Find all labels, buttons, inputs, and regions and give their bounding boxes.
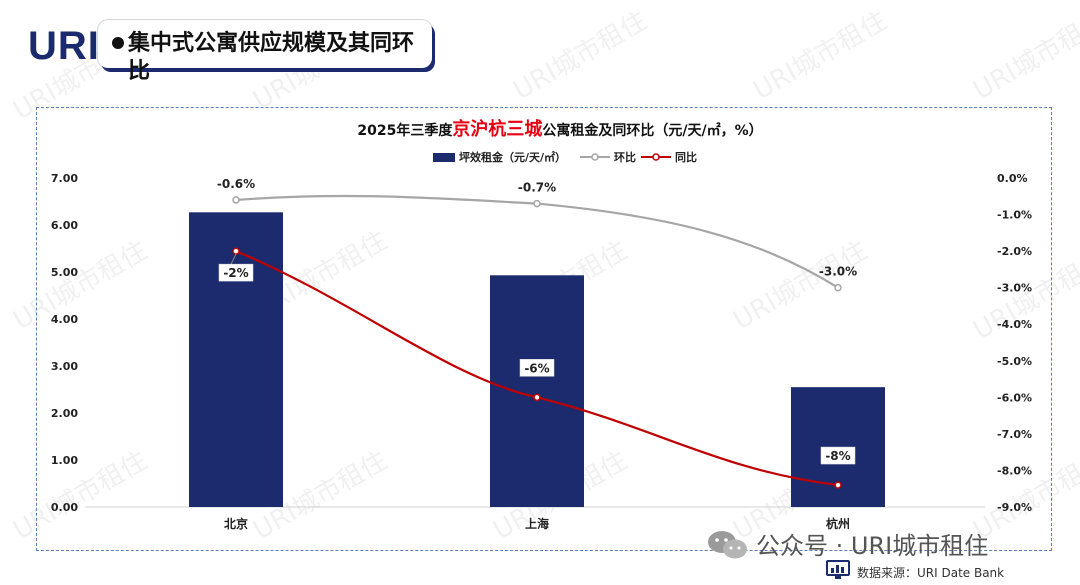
tongbi-label-box — [820, 446, 856, 465]
y-right-tick-label: -2.0% — [997, 245, 1032, 258]
bar — [490, 275, 584, 507]
huanbi-data-label: -0.6% — [217, 177, 255, 191]
chart-title: 2025年三季度京沪杭三城公寓租金及同环比（元/天/㎡，%） — [357, 118, 762, 140]
section-title: 集中式公寓供应规模及其同环比 — [128, 31, 415, 84]
wechat-icon — [708, 531, 747, 559]
y-right-tick-label: -3.0% — [997, 282, 1032, 295]
chart-title-part-1: 2025年三季度 — [357, 122, 453, 139]
y-left-tick-label: 4.00 — [51, 313, 78, 326]
y-right-tick-label: -6.0% — [997, 391, 1032, 404]
tongbi-point — [533, 393, 541, 402]
bullet-dot-icon — [112, 37, 124, 49]
y-right-tick-label: 0.0% — [997, 172, 1028, 185]
y-right-tick-label: -1.0% — [997, 209, 1032, 222]
huanbi-point — [232, 196, 240, 204]
chart-legend: 坪效租金（元/天/㎡） 环比 同比 — [433, 150, 697, 164]
section-title-banner: 集中式公寓供应规模及其同环比 — [98, 20, 432, 84]
y-right-tick-label: -5.0% — [997, 355, 1032, 368]
chart-title-part-3: 公寓租金及同环比（元/天/㎡，%） — [542, 122, 762, 139]
x-tick-label: 上海 — [525, 516, 549, 531]
y-left-tick-label: 1.00 — [51, 454, 78, 467]
bar — [189, 212, 283, 507]
legend-bar-label: 坪效租金（元/天/㎡） — [459, 150, 566, 164]
tongbi-point — [232, 247, 240, 255]
legend-tongbi-marker — [652, 153, 660, 161]
x-axis-labels: 北京 上海 杭州 — [224, 516, 850, 531]
bar-series — [189, 212, 885, 507]
y-left-tick-label: 6.00 — [51, 219, 78, 232]
tongbi-label-box — [519, 359, 555, 377]
y-left-tick-label: 2.00 — [51, 407, 78, 420]
tongbi-data-label: -6% — [524, 361, 549, 375]
uri-logo: URI — [28, 24, 100, 68]
y-left-tick-label: 5.00 — [51, 266, 78, 279]
huanbi-line — [235, 194, 839, 289]
huanbi-data-label: -0.7% — [518, 181, 556, 195]
legend-bar-swatch — [433, 153, 455, 162]
y-left-tick-label: 0.00 — [51, 501, 78, 514]
chart-title-highlight: 京沪杭三城 — [452, 118, 542, 140]
y-right-tick-label: -4.0% — [997, 318, 1032, 331]
y-left-tick-label: 7.00 — [51, 172, 78, 185]
y-right-tick-label: -9.0% — [997, 501, 1032, 514]
tongbi-point — [834, 481, 842, 489]
legend-huanbi-marker — [591, 153, 599, 161]
legend-tongbi-label: 同比 — [675, 150, 697, 164]
y-axis-left: 0.00 1.00 2.00 3.00 4.00 5.00 6.00 7.00 — [51, 172, 78, 514]
x-tick-label: 杭州 — [826, 516, 850, 531]
y-right-tick-label: -8.0% — [997, 464, 1032, 477]
tongbi-label-box — [218, 263, 254, 282]
huanbi-point — [533, 199, 541, 208]
chart-frame — [36, 107, 1052, 551]
huanbi-data-label: -3.0% — [819, 265, 857, 279]
legend-huanbi-label: 环比 — [614, 150, 636, 164]
data-source-label: 数据来源：URI Date Bank — [857, 566, 1005, 580]
data-source-icon — [826, 560, 850, 579]
y-axis-right: 0.0% -1.0% -2.0% -3.0% -4.0% -5.0% -6.0% -7.0% -… — [997, 172, 1032, 514]
tongbi-data-label: -2% — [223, 266, 248, 280]
wechat-account-label: 公众号 · URI城市租住 — [756, 532, 989, 560]
x-tick-label: 北京 — [224, 516, 248, 531]
huanbi-point — [834, 283, 842, 292]
y-left-tick-label: 3.00 — [51, 360, 78, 373]
tongbi-data-label: -8% — [825, 449, 850, 463]
y-right-tick-label: -7.0% — [997, 428, 1032, 441]
line-series: -0.6% -0.7% -3.0% -2% -6% -8% — [217, 177, 857, 489]
